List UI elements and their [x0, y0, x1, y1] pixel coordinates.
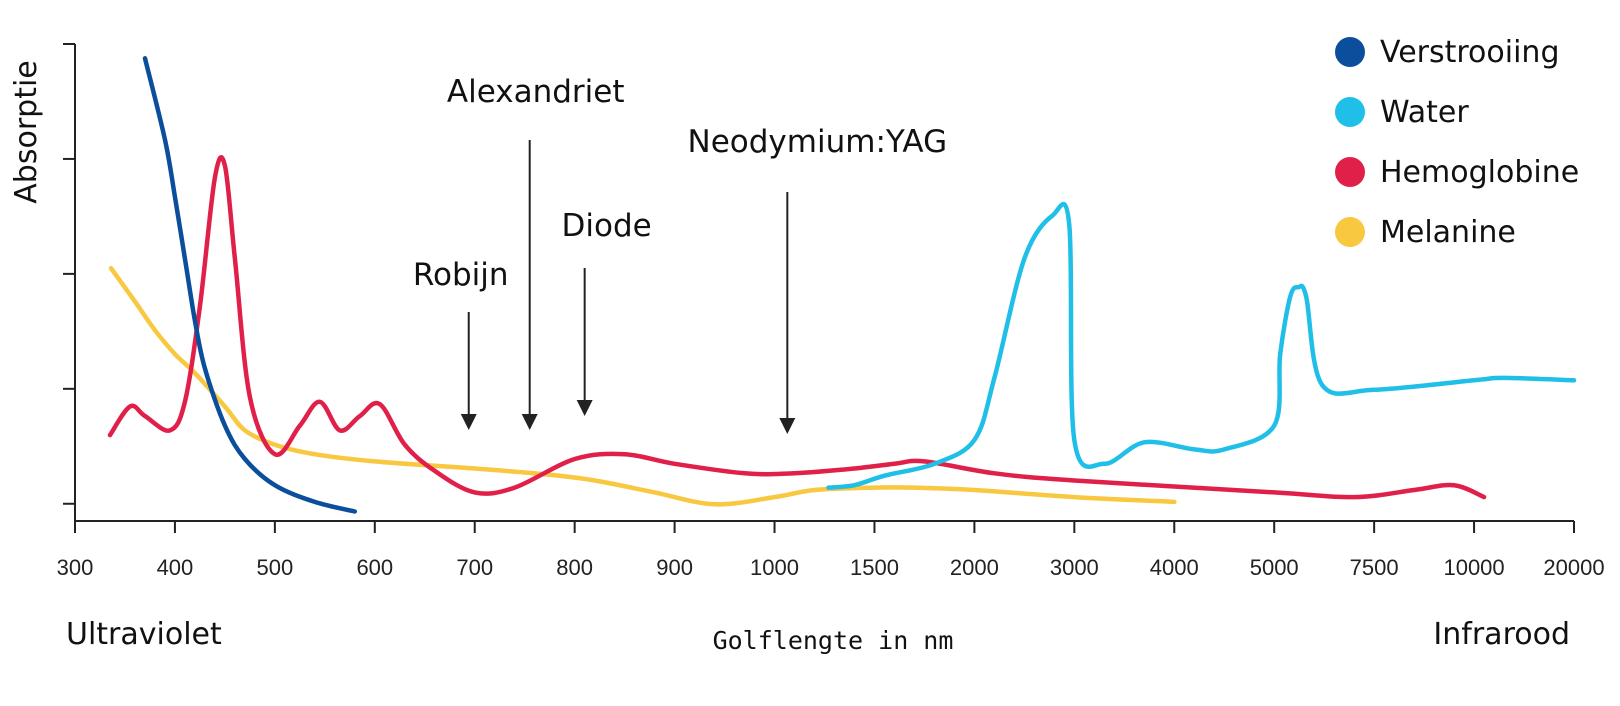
legend-label: Hemoglobine — [1380, 155, 1579, 190]
x-tick-label: 3000 — [1050, 555, 1099, 580]
x-axis-label: Golflengte in nm — [713, 626, 954, 655]
series-line-water — [826, 201, 1577, 490]
laser-annotations: Robijn Alexandriet Diode Neodymium:YAG — [413, 74, 947, 434]
laser-label: Robijn — [413, 257, 509, 293]
x-tick-label: 20000 — [1543, 555, 1604, 580]
x-tick-label: 700 — [456, 555, 493, 580]
legend-dot — [1335, 157, 1365, 187]
legend-label: Verstrooiing — [1380, 35, 1560, 70]
x-tick-label: 10000 — [1443, 555, 1504, 580]
x-tick-label: 2000 — [950, 555, 999, 580]
series-line-hemoglobine — [107, 155, 1487, 500]
legend: Verstrooiing Water Hemoglobine Melanine — [1335, 35, 1579, 250]
legend-label: Water — [1380, 95, 1469, 130]
laser-label: Diode — [562, 208, 652, 244]
x-tick-label: 900 — [656, 555, 693, 580]
x-tick-label: 300 — [57, 555, 94, 580]
x-tick-label: 7500 — [1350, 555, 1399, 580]
legend-dot — [1335, 217, 1365, 247]
x-tick-label: 500 — [257, 555, 294, 580]
region-label-ultraviolet: Ultraviolet — [66, 617, 222, 652]
x-tick-label: 4000 — [1150, 555, 1199, 580]
x-ticks: 300 400 500 600 700 800 900 1000 1500 2000 3000 400… — [57, 521, 1605, 580]
x-tick-label: 5000 — [1250, 555, 1299, 580]
laser-label: Neodymium:YAG — [688, 124, 948, 160]
legend-label: Melanine — [1380, 215, 1516, 250]
laser-label: Alexandriet — [447, 74, 625, 110]
legend-dot — [1335, 37, 1365, 67]
x-tick-label: 1500 — [850, 555, 899, 580]
series-layer — [107, 56, 1577, 514]
x-tick-label: 800 — [556, 555, 593, 580]
arrow-head-icon — [460, 414, 477, 430]
x-tick-label: 400 — [157, 555, 194, 580]
y-ticks — [63, 43, 75, 505]
y-axis-label: Absorptie — [9, 60, 44, 203]
x-tick-label: 600 — [356, 555, 393, 580]
x-tick-label: 1000 — [750, 555, 799, 580]
series-line-melanine — [108, 265, 1177, 507]
legend-dot — [1335, 97, 1365, 127]
arrow-head-icon — [521, 414, 538, 430]
region-label-infrarood: Infrarood — [1433, 617, 1570, 652]
series-line-verstrooiing — [142, 56, 358, 514]
arrow-head-icon — [576, 400, 593, 416]
arrow-head-icon — [779, 418, 796, 434]
